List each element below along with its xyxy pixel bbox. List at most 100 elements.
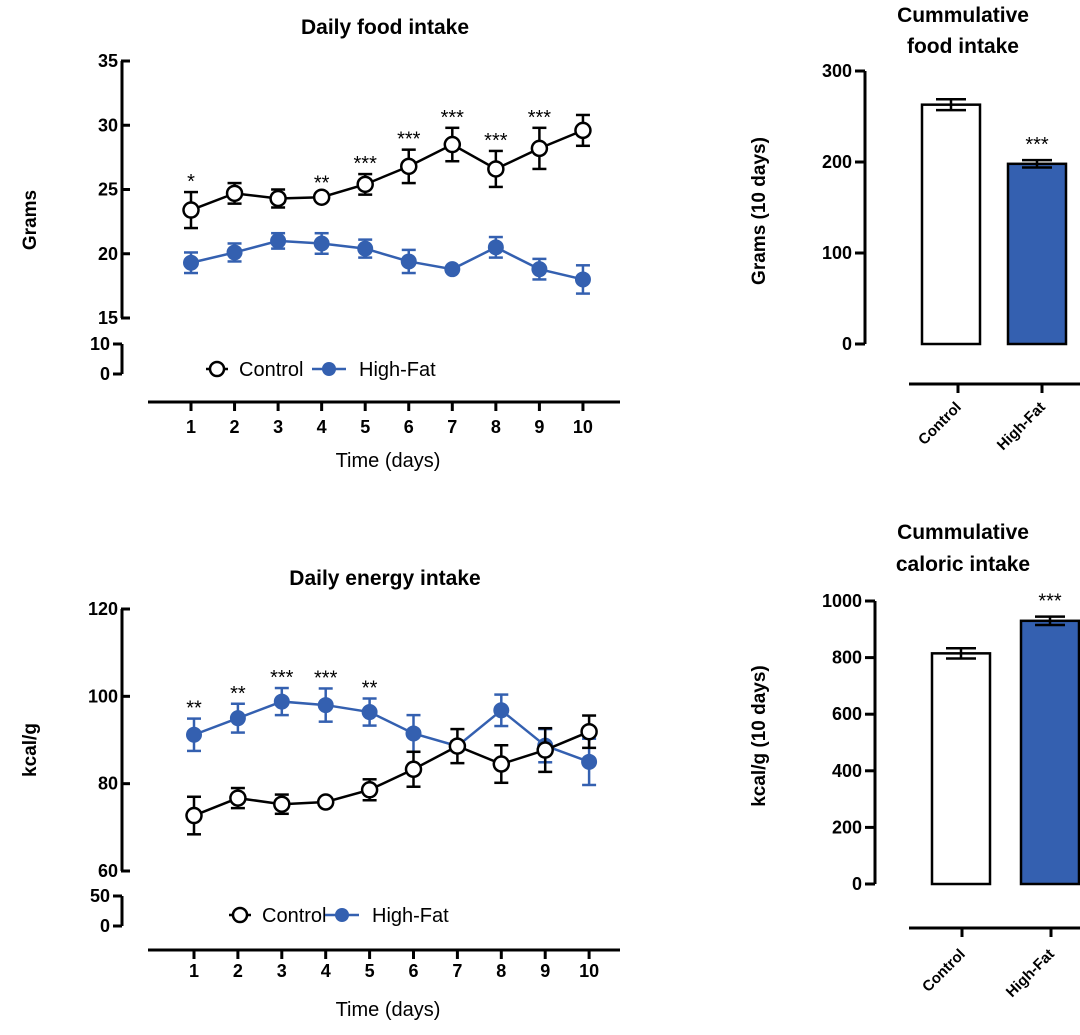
- significance-marker: **: [230, 683, 246, 705]
- significance-marker: ***: [270, 667, 294, 689]
- chart-title-line-2: food intake: [907, 35, 1019, 58]
- y-axis-label: Grams (10 days): [749, 137, 770, 285]
- series-line-control: [193, 730, 590, 817]
- series-line-control: [190, 129, 584, 212]
- x-tick-label: 3: [277, 961, 287, 981]
- data-point-control: [273, 795, 291, 813]
- data-point-high-fat: [405, 725, 422, 742]
- x-tick-label: 1: [186, 417, 196, 437]
- chart-title-line-1: Cummulative: [897, 4, 1029, 27]
- y-tick-label: 300: [822, 61, 852, 81]
- bar-high-fat: [1006, 162, 1068, 346]
- data-point-high-fat: [444, 261, 461, 278]
- data-point-high-fat: [574, 271, 591, 288]
- legend-marker-high-fat: [335, 908, 349, 922]
- data-point-high-fat: [357, 240, 374, 257]
- chart-title-line-1: Cummulative: [897, 521, 1029, 544]
- y-tick-label: 50: [90, 886, 110, 906]
- significance-marker: ***: [528, 107, 552, 129]
- data-point-control: [574, 121, 592, 140]
- y-tick-label: 0: [842, 334, 852, 354]
- significance-marker: ***: [484, 130, 508, 152]
- x-tick-label: 4: [317, 417, 327, 437]
- significance-marker: ***: [1025, 134, 1049, 156]
- x-tick-label: Control: [915, 399, 965, 449]
- data-point-high-fat: [226, 244, 243, 261]
- significance-marker: ***: [441, 107, 465, 129]
- y-tick-label: 800: [832, 648, 862, 668]
- significance-marker: *: [187, 171, 195, 193]
- y-tick-label: 0: [852, 874, 862, 894]
- y-tick-label: 0: [100, 364, 110, 384]
- bar-control: [920, 103, 982, 346]
- x-tick-label: 9: [534, 417, 544, 437]
- data-point-control: [487, 160, 505, 178]
- y-tick-label: 0: [100, 916, 110, 936]
- significance-marker: **: [186, 698, 202, 720]
- data-point-high-fat: [229, 710, 246, 727]
- significance-marker: ***: [397, 129, 421, 151]
- data-point-high-fat: [313, 235, 330, 252]
- legend-marker-high-fat: [322, 362, 336, 376]
- x-tick-label: 8: [491, 417, 501, 437]
- x-tick-label: 9: [540, 961, 550, 981]
- data-point-high-fat: [493, 702, 510, 719]
- y-tick-label: 100: [88, 686, 118, 706]
- x-tick-label: 5: [360, 417, 370, 437]
- cumulative-caloric-intake-chart: Cummulative caloric intake kcal/g (10 days…: [749, 521, 1080, 1001]
- y-tick-label: 60: [98, 861, 118, 881]
- legend-label-high-fat: High-Fat: [372, 905, 449, 927]
- legend-marker-control: [231, 906, 249, 924]
- x-tick-label: 10: [573, 417, 593, 437]
- x-tick-label: 2: [233, 961, 243, 981]
- data-point-high-fat: [317, 697, 334, 714]
- data-point-control: [530, 139, 549, 158]
- x-axis-label: Time (days): [336, 999, 441, 1021]
- bar-high-fat: [1019, 619, 1080, 886]
- x-tick-label: 4: [321, 961, 331, 981]
- data-point-control: [312, 188, 331, 206]
- data-point-control: [400, 157, 418, 176]
- y-tick-label: 10: [90, 334, 110, 354]
- x-tick-label: 7: [447, 417, 457, 437]
- chart-title: Daily food intake: [301, 16, 469, 39]
- y-tick-label: 20: [98, 244, 118, 264]
- data-point-high-fat: [270, 232, 287, 249]
- data-point-control: [316, 793, 335, 811]
- legend-label-high-fat: High-Fat: [359, 359, 436, 381]
- x-axis-label: Time (days): [336, 450, 441, 472]
- y-tick-label: 200: [832, 817, 862, 837]
- series-line-high-fat: [193, 700, 590, 764]
- y-tick-label: 100: [822, 243, 852, 263]
- bar-control: [930, 652, 992, 886]
- data-point-high-fat: [361, 704, 378, 721]
- y-tick-label: 600: [832, 704, 862, 724]
- y-tick-label: 200: [822, 152, 852, 172]
- chart-title: Daily energy intake: [289, 567, 480, 590]
- data-point-control: [269, 189, 287, 208]
- daily-energy-intake-chart: Daily energy intake kcal/g 60 80 100 120 0 50 1 2…: [20, 567, 620, 1021]
- data-point-high-fat: [400, 253, 417, 270]
- series-line-high-fat: [190, 239, 584, 281]
- x-tick-label: 3: [273, 417, 283, 437]
- y-tick-label: 30: [98, 115, 118, 135]
- data-point-control: [360, 781, 379, 799]
- data-point-high-fat: [183, 254, 199, 271]
- x-tick-label: High-Fat: [994, 399, 1049, 454]
- legend-label-control: Control: [239, 359, 303, 381]
- daily-food-intake-chart: Daily food intake Grams 15 20 25 30 35 0 10 1 2 3 4 5…: [20, 16, 620, 472]
- legend-marker-control: [208, 360, 226, 378]
- data-point-high-fat: [186, 726, 202, 743]
- x-tick-label: Control: [919, 946, 969, 996]
- y-tick-label: 400: [832, 761, 862, 781]
- data-point-control: [229, 789, 247, 807]
- x-tick-label: 6: [404, 417, 414, 437]
- y-tick-label: 15: [98, 308, 118, 328]
- data-point-control: [404, 760, 423, 779]
- x-tick-label: High-Fat: [1003, 946, 1058, 1001]
- y-axis-label: kcal/g: [20, 723, 41, 777]
- y-tick-label: 25: [98, 180, 118, 200]
- chart-title-line-2: caloric intake: [896, 553, 1030, 576]
- y-tick-label: 35: [98, 51, 118, 71]
